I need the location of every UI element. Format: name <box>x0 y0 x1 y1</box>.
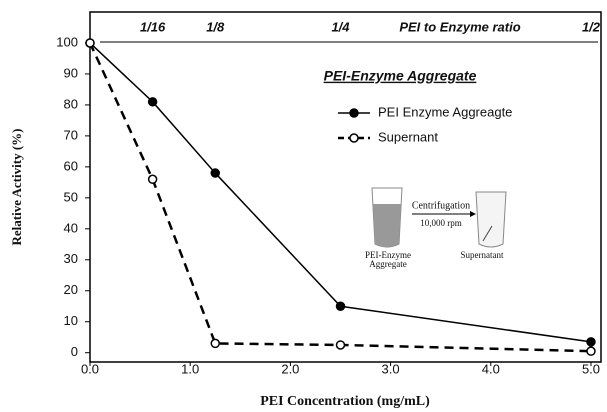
annotation: Supernatant <box>461 250 504 260</box>
y-tick-label: 0 <box>71 344 78 359</box>
y-tick-label: 80 <box>64 96 78 111</box>
legend-marker <box>350 134 358 142</box>
y-tick-label: 50 <box>64 189 78 204</box>
data-point <box>336 341 344 349</box>
y-tick-label: 40 <box>64 220 78 235</box>
data-point <box>587 347 595 355</box>
y-tick-label: 100 <box>56 34 78 49</box>
annotation: Aggregate <box>369 259 406 269</box>
annotation: Centrifugation <box>412 200 470 211</box>
data-point <box>336 302 344 310</box>
data-point <box>211 339 219 347</box>
legend-label: Supernant <box>378 129 438 144</box>
inset-title: PEI-Enzyme Aggregate <box>324 68 477 84</box>
top-tick-label: 1/16 <box>140 19 166 34</box>
top-tick-label: 1/8 <box>206 19 225 34</box>
y-tick-label: 90 <box>64 65 78 80</box>
top-tick-label: 1/4 <box>331 19 350 34</box>
y-tick-label: 30 <box>64 251 78 266</box>
tube-fill <box>373 204 401 247</box>
data-point <box>149 98 157 106</box>
legend-label: PEI Enzyme Aggreagte <box>378 104 512 119</box>
y-tick-label: 60 <box>64 158 78 173</box>
data-point <box>86 39 94 47</box>
legend-marker <box>350 109 358 117</box>
y-tick-label: 10 <box>64 313 78 328</box>
data-point <box>149 175 157 183</box>
x-axis-title: PEI Concentration (mg/mL) <box>260 394 430 409</box>
annotation: 10,000 rpm <box>420 218 462 228</box>
y-tick-label: 70 <box>64 127 78 142</box>
arrow-head <box>470 211 476 217</box>
data-point <box>211 169 219 177</box>
chart: Relative Activity (%) PEI Concentration … <box>0 0 607 412</box>
top-tick-label: 1/2 <box>582 19 601 34</box>
y-axis-title: Relative Activity (%) <box>9 129 24 246</box>
top-axis-title: PEI to Enzyme ratio <box>399 19 520 34</box>
series-line <box>90 43 591 342</box>
data-point <box>587 338 595 346</box>
y-tick-label: 20 <box>64 282 78 297</box>
tube <box>476 192 506 247</box>
plot-frame <box>90 12 601 362</box>
page: {"chart_data": {"type": "line", "x_label… <box>0 0 607 412</box>
